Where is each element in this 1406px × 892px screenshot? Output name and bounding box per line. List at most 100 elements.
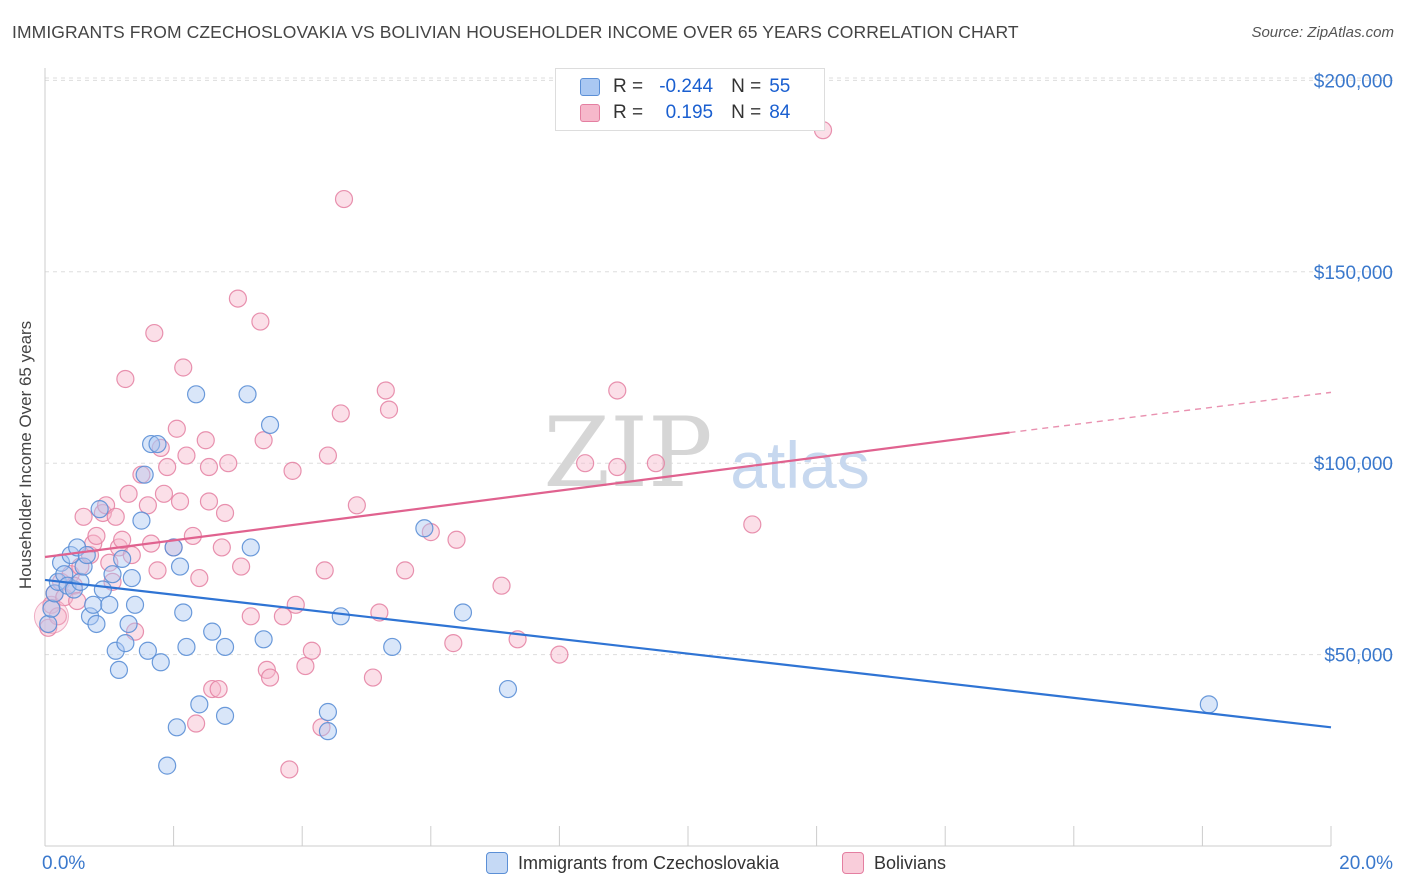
czechoslovakia-point [318, 702, 338, 722]
bolivians-point [113, 530, 132, 549]
bolivians-trend-line-extension [1009, 391, 1332, 434]
bolivians-point [363, 668, 383, 687]
bolivians-point [199, 457, 219, 477]
bolivians-points [33, 121, 833, 779]
bolivians-point [199, 492, 219, 511]
czechoslovakia-point [318, 722, 338, 741]
czechoslovakia-point [215, 706, 235, 725]
y-tick-label-3: $200,000 [1314, 71, 1393, 92]
y-tick-label-0: $50,000 [1324, 646, 1393, 667]
czechoslovakia-point [254, 630, 273, 649]
bolivians-point [138, 496, 157, 515]
bolivians-point [177, 446, 196, 465]
bolivians-trend-line [44, 431, 1010, 559]
bolivians-point [167, 419, 186, 438]
czechoslovakia-point [42, 599, 61, 618]
czechoslovakia-point [125, 595, 145, 614]
bolivians-point [203, 679, 222, 699]
axes [44, 68, 1332, 847]
bolivians-point [190, 568, 209, 588]
bolivians-point [260, 668, 280, 687]
czechoslovakia-point [498, 679, 518, 699]
bolivians-point [74, 507, 93, 526]
bolivians-point [447, 530, 466, 549]
czechoslovakia-point [238, 385, 257, 404]
legend-n-value: 84 [769, 102, 791, 123]
x-tick-label-end: 20.0% [1339, 853, 1393, 874]
bolivians-point [286, 595, 305, 614]
bolivians-point [116, 369, 135, 389]
bolivians-point [302, 641, 321, 660]
bolivians-point [315, 561, 334, 580]
legend-r-value: -0.244 [659, 76, 714, 97]
czechoslovakia-trend-line [44, 578, 1332, 729]
bolivians-point [232, 557, 251, 576]
bolivians-point [646, 454, 665, 473]
bolivians-point [209, 679, 228, 699]
czechoslovakia-point [241, 538, 260, 557]
bolivians-point [251, 312, 270, 331]
czechoslovakia-point [170, 557, 190, 576]
bolivians-point [280, 760, 299, 779]
correlation-legend: R = -0.244 N = 55 R = 0.195 N = 84 [555, 68, 825, 131]
czechoslovakia-point [1199, 695, 1218, 714]
watermark: ZIP atlas [543, 397, 869, 509]
bolivians-point [154, 484, 174, 503]
czechoslovakia-point [158, 756, 177, 775]
legend-swatch-blue [580, 78, 600, 96]
legend-row-czechoslovakia: R = -0.244 N = 55 [580, 74, 790, 100]
source-label: Source: ZipAtlas.com [1251, 24, 1394, 41]
czechoslovakia-point [119, 614, 138, 634]
bolivians-point [254, 431, 273, 450]
bolivians-point [215, 503, 235, 523]
legend-swatch-pink [580, 104, 600, 122]
czechoslovakia-points [39, 385, 1218, 775]
chart-title: IMMIGRANTS FROM CZECHOSLOVAKIA VS BOLIVI… [12, 22, 1019, 42]
legend-r-label: R = [613, 76, 644, 97]
y-tick-label-2: $150,000 [1314, 263, 1393, 284]
legend-r-value: 0.195 [665, 102, 714, 123]
czechoslovakia-point [331, 607, 350, 626]
bolivians-point [145, 323, 164, 343]
bolivians-point [550, 645, 569, 664]
y-tick-label-1: $100,000 [1314, 454, 1393, 475]
czechoslovakia-point [100, 595, 119, 614]
czechoslovakia-point [103, 565, 122, 584]
legend-swatch-blue [486, 852, 508, 874]
bolivians-point [576, 454, 595, 473]
watermark-zip: ZIP [543, 397, 712, 509]
legend-n-label: N = [731, 76, 762, 97]
bolivians-point [318, 446, 338, 465]
bolivians-point [87, 526, 106, 546]
bolivians-point [106, 507, 125, 526]
bolivians-point [492, 576, 511, 595]
czechoslovakia-point [177, 637, 196, 657]
bolivians-point [608, 457, 627, 477]
czechoslovakia-point [71, 572, 90, 591]
legend-row-bolivians: R = 0.195 N = 84 [580, 100, 790, 126]
bolivians-point [174, 358, 193, 377]
czechoslovakia-point [122, 568, 141, 588]
bolivians-point [283, 461, 302, 480]
czechoslovakia-point [116, 634, 135, 653]
czechoslovakia-point [90, 500, 109, 519]
legend-n-value: 55 [769, 76, 791, 97]
bolivians-point [187, 714, 206, 733]
czechoslovakia-point [167, 718, 186, 737]
czechoslovakia-point [135, 465, 154, 484]
bolivians-point [219, 454, 238, 473]
czechoslovakia-point [190, 695, 209, 714]
bolivians-point [334, 189, 354, 209]
bolivians-point [241, 607, 260, 626]
y-axis-label: Householder Income Over 65 years [16, 321, 35, 589]
legend-r-label: R = [613, 102, 644, 123]
czechoslovakia-point [39, 614, 58, 634]
czechoslovakia-point [164, 538, 183, 557]
series-legend: Immigrants from Czechoslovakia Bolivians [0, 852, 1406, 876]
legend-swatch-pink [842, 852, 864, 874]
czechoslovakia-point [109, 660, 129, 680]
bolivians-point [183, 526, 202, 546]
legend-item-czechoslovakia: Immigrants from Czechoslovakia [486, 852, 779, 874]
czechoslovakia-point [215, 637, 235, 657]
